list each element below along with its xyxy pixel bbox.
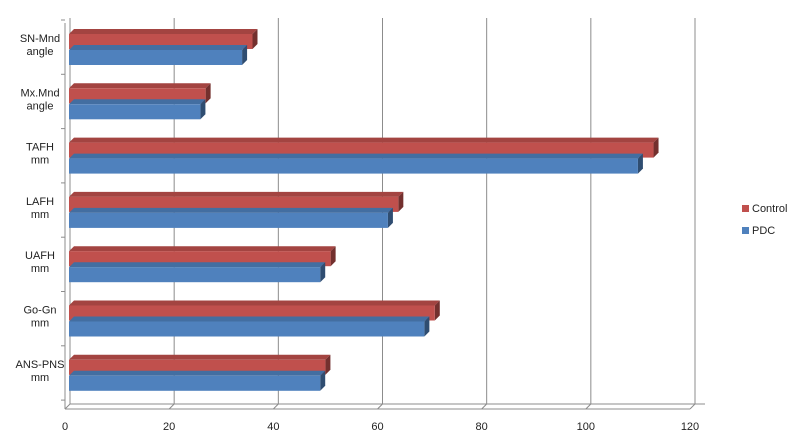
bar-side-control (330, 246, 336, 267)
bar-side-control (653, 137, 659, 158)
y-axis-floor-corner (64, 403, 71, 410)
bar-side-pdc (242, 45, 248, 65)
bar-pdc (69, 158, 638, 174)
bar-top-control (69, 137, 659, 143)
x-tick-label: 120 (681, 421, 699, 433)
bar-side-pdc (320, 262, 326, 283)
y-category-label: TAFH mm (26, 142, 54, 167)
y-category-label-line: mm (31, 155, 49, 167)
x-tick-label: 60 (371, 421, 383, 433)
legend-label-control: Control (752, 203, 787, 215)
bar-top-pdc (69, 45, 248, 50)
y-category-label: SN-Mnd angle (20, 33, 60, 58)
bar-pdc (69, 267, 321, 283)
bar-top-pdc (69, 262, 326, 268)
bar-pdc (69, 375, 321, 391)
x-tick-label: 100 (577, 421, 595, 433)
y-category-label-line: angle (27, 46, 54, 58)
bar-side-pdc (387, 207, 393, 228)
y-category-label-line: TAFH (26, 142, 54, 154)
bar-side-pdc (637, 153, 643, 174)
bar-top-control (69, 354, 331, 360)
bar-top-control (69, 246, 336, 252)
y-category-label: ANS-PNS mm (16, 359, 65, 384)
bar-top-pdc (69, 207, 393, 213)
y-category-label-line: mm (31, 318, 49, 330)
bar-top-pdc (69, 370, 326, 376)
y-category-label-line: mm (31, 209, 49, 221)
bar-side-control (434, 300, 440, 321)
bar-top-control (69, 300, 440, 306)
bar-side-pdc (320, 370, 326, 391)
gridline-floor (272, 403, 279, 410)
bar-pdc (69, 212, 388, 228)
bar-top-pdc (69, 153, 643, 159)
x-tick-label: 0 (62, 421, 68, 433)
gridline-floor (689, 403, 696, 410)
y-category-label: LAFH mm (26, 196, 54, 221)
y-category-label-line: Go-Gn (23, 305, 56, 317)
x-tick-label: 20 (163, 421, 175, 433)
y-category-label-line: mm (31, 372, 49, 384)
bar-pdc (69, 104, 201, 120)
gridline-floor (481, 403, 488, 410)
gridline-floor (585, 403, 592, 410)
bar-pdc (69, 321, 425, 337)
y-category-label-line: mm (31, 263, 49, 275)
y-category-label-line: UAFH (25, 250, 55, 262)
gridline-floor (377, 403, 383, 410)
y-category-label-line: Mx.Mnd (20, 87, 59, 99)
y-category-label: Go-Gn mm (23, 305, 56, 330)
bars (69, 29, 659, 391)
bar-side-pdc (200, 99, 206, 120)
bar-side-control (205, 83, 211, 104)
bar-top-control (69, 29, 258, 34)
y-category-label-line: ANS-PNS (16, 359, 65, 371)
bar-side-control (398, 191, 404, 212)
x-tick-label: 40 (267, 421, 279, 433)
y-category-label: Mx.Mnd angle (20, 87, 59, 112)
y-category-label-line: LAFH (26, 196, 54, 208)
bar-side-pdc (424, 316, 430, 337)
x-tick-label: 80 (476, 421, 488, 433)
legend-swatch-pdc (742, 227, 749, 234)
legend-swatch-control (742, 205, 749, 212)
bar-top-pdc (69, 99, 206, 105)
bar-top-control (69, 191, 404, 197)
bar-pdc (69, 50, 243, 65)
legend-label-pdc: PDC (752, 225, 775, 237)
y-category-label-line: SN-Mnd (20, 33, 60, 45)
bar-side-control (325, 354, 331, 375)
legend: Control PDC (742, 203, 787, 237)
y-category-label: UAFH mm (25, 250, 55, 275)
bar-side-control (252, 29, 258, 49)
gridline-floor (168, 403, 175, 410)
x-axis-tick-labels: 0 20 40 60 80 100 120 (62, 421, 699, 433)
bar-top-pdc (69, 316, 430, 322)
bar-top-control (69, 83, 211, 89)
y-category-label-line: angle (27, 100, 54, 112)
